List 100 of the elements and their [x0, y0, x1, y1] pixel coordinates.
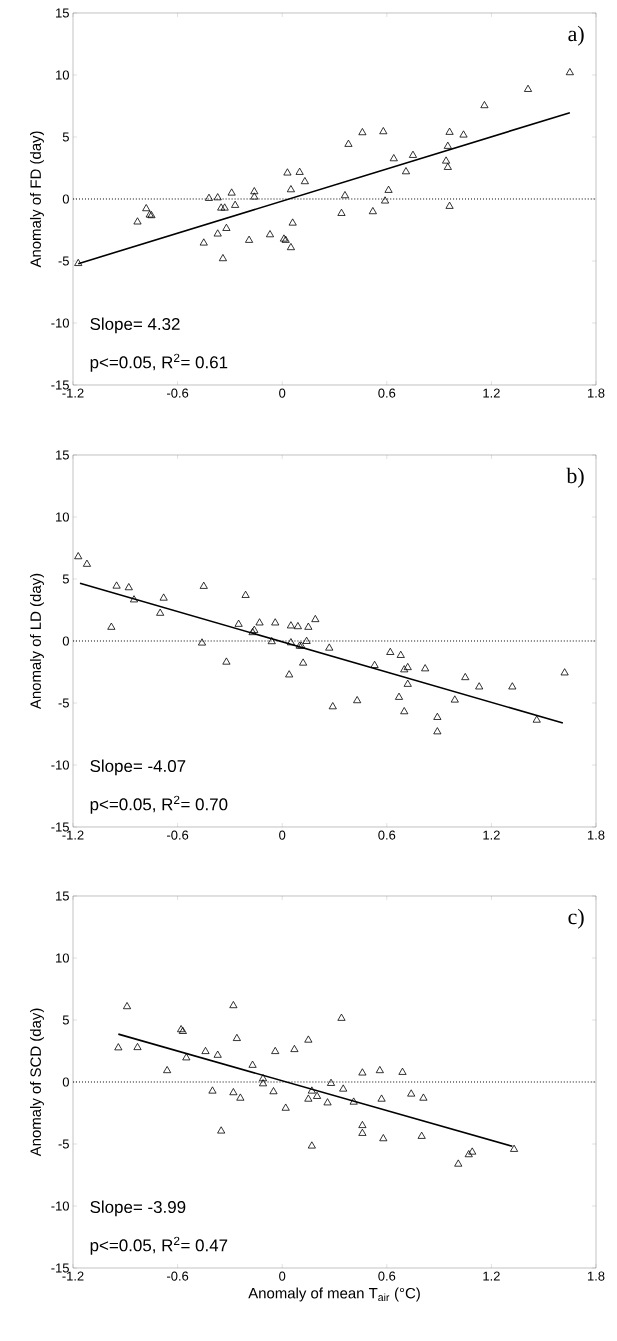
point: [255, 618, 264, 626]
point: [313, 1091, 322, 1099]
y-tick-label: 10: [56, 512, 69, 522]
annotation: a): [568, 25, 584, 46]
y-tick-label: -15: [51, 822, 69, 832]
point: [403, 662, 412, 671]
point: [245, 235, 254, 243]
point: [325, 643, 334, 651]
x-tick-label: 1.2: [483, 1271, 500, 1281]
point: [250, 625, 259, 633]
y-tick-label: -15: [51, 380, 69, 390]
y-tick-label: 0: [62, 194, 69, 204]
point: [267, 637, 276, 645]
point: [271, 1046, 280, 1054]
point: [288, 218, 297, 226]
point: [217, 1126, 226, 1134]
point: [250, 192, 259, 200]
y-tick-label: 0: [62, 1077, 69, 1087]
x-tick-label: 0.6: [378, 830, 396, 840]
point: [281, 1103, 290, 1111]
point: [304, 1094, 313, 1102]
point: [114, 1043, 123, 1051]
point: [285, 670, 294, 678]
point: [182, 1053, 191, 1061]
point: [461, 672, 470, 681]
point: [199, 581, 208, 589]
point: [217, 203, 226, 211]
point: [123, 1002, 132, 1010]
point: [323, 1098, 332, 1106]
point: [299, 658, 308, 666]
x-tick-label: 0: [279, 1271, 286, 1281]
point: [560, 668, 569, 676]
point: [248, 627, 257, 636]
point: [283, 168, 292, 176]
point: [445, 127, 454, 135]
point: [379, 1134, 388, 1142]
point: [112, 581, 121, 589]
point: [459, 130, 468, 138]
x-tick-label: 1.2: [483, 388, 500, 398]
x-tick-label: 0.6: [378, 1271, 396, 1281]
point: [286, 242, 295, 251]
point: [241, 590, 250, 598]
y-tick-label: 5: [62, 1015, 69, 1025]
y-tick-label: 0: [62, 636, 69, 646]
point: [156, 608, 165, 616]
point: [300, 177, 309, 185]
y-tick-label: 10: [56, 953, 69, 963]
point: [222, 223, 231, 231]
point: [124, 583, 133, 591]
point: [304, 622, 313, 630]
point: [229, 1088, 238, 1096]
point: [417, 1131, 426, 1139]
point: [326, 1078, 336, 1086]
y-tick-label: -5: [58, 1139, 69, 1149]
point: [443, 141, 452, 149]
point: [443, 162, 452, 170]
point: [442, 156, 451, 164]
x-tick-label: -0.6: [167, 830, 189, 840]
point: [133, 217, 142, 225]
point: [328, 702, 337, 710]
point: [565, 68, 574, 76]
x-tick-label: 1.8: [587, 388, 605, 398]
point: [421, 664, 430, 672]
x-tick-label: 0.6: [378, 388, 396, 398]
point: [358, 1068, 367, 1076]
point: [358, 1128, 367, 1136]
point: [450, 695, 459, 703]
point: [307, 1141, 316, 1149]
point: [508, 682, 517, 690]
y-tick-label: -15: [51, 1263, 69, 1273]
y-tick-label: -5: [58, 256, 69, 266]
point: [401, 167, 411, 175]
annotation: Slope= 4.32: [90, 317, 180, 334]
point: [82, 559, 91, 567]
x-tick-label: 1.2: [483, 830, 500, 840]
point: [396, 650, 405, 658]
x-tick-label: -1.2: [62, 830, 84, 840]
x-axis-title: Anomaly of mean T$_{air}$ (°C): [248, 1287, 420, 1302]
point: [293, 622, 302, 630]
point: [232, 1033, 241, 1041]
point: [107, 622, 116, 630]
y-tick-label: 10: [56, 70, 69, 80]
point: [248, 1060, 257, 1068]
x-tick-label: -0.6: [167, 1271, 189, 1281]
point: [231, 200, 240, 208]
point: [311, 614, 320, 623]
annotation: p<=0.05, R$^{2}$= 0.70: [90, 795, 228, 814]
y-tick-label: -10: [51, 1201, 69, 1211]
x-tick-label: -0.6: [167, 388, 189, 398]
annotation: b): [566, 467, 584, 488]
point: [286, 638, 295, 646]
point: [142, 204, 151, 212]
point: [445, 201, 454, 209]
point: [213, 193, 222, 201]
point: [227, 188, 236, 196]
point: [302, 636, 311, 644]
point: [349, 1097, 358, 1105]
point: [523, 84, 533, 92]
point: [236, 1093, 245, 1101]
y-tick-label: 5: [62, 574, 69, 584]
